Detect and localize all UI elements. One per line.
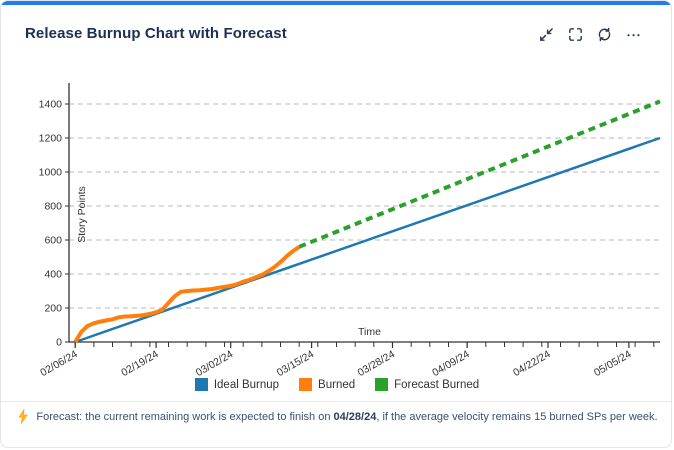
svg-text:800: 800 (44, 201, 62, 213)
more-options-icon (625, 26, 642, 46)
legend-label: Ideal Burnup (213, 378, 280, 391)
fullscreen-button[interactable] (565, 26, 585, 46)
legend-swatch-ideal-burnup (194, 378, 208, 391)
svg-text:1200: 1200 (39, 133, 63, 145)
svg-text:Story Points: Story Points (76, 186, 88, 243)
legend-swatch-burned (299, 378, 313, 391)
svg-text:02/19/24: 02/19/24 (119, 348, 161, 376)
series-ideal-burnup (74, 136, 661, 344)
footer-divider (1, 401, 671, 402)
burnup-chart[interactable]: 0 200 400 600 800 1000 1200 1400 02/06/24 02/19/2… (1, 71, 672, 379)
page-title: Release Burnup Chart with Forecast (25, 25, 287, 42)
series-burned (73, 245, 301, 344)
svg-text:03/02/24: 03/02/24 (194, 348, 236, 376)
card-toolbar (536, 26, 643, 46)
legend-item-forecast-burned[interactable]: Forecast Burned (375, 378, 479, 391)
chart-legend: Ideal Burnup Burned Forecast Burned (1, 378, 671, 391)
more-options-button[interactable] (623, 26, 643, 46)
forecast-note-text: Forecast: the current remaining work is … (36, 410, 658, 423)
forecast-finish-date: 04/28/24 (333, 410, 377, 423)
svg-text:03/15/24: 03/15/24 (275, 348, 317, 376)
svg-text:0: 0 (56, 337, 62, 349)
legend-label: Burned (318, 378, 356, 391)
legend-item-burned[interactable]: Burned (299, 378, 355, 391)
svg-text:02/06/24: 02/06/24 (38, 348, 80, 376)
fullscreen-icon (567, 26, 584, 46)
svg-text:400: 400 (44, 269, 62, 281)
card-top-accent (1, 1, 671, 5)
series-forecast-burned (298, 99, 661, 249)
svg-text:05/05/24: 05/05/24 (592, 348, 634, 376)
collapse-icon (538, 26, 555, 46)
forecast-note: Forecast: the current remaining work is … (1, 409, 671, 424)
svg-text:04/22/24: 04/22/24 (511, 348, 553, 376)
svg-text:1000: 1000 (39, 167, 63, 179)
svg-text:600: 600 (44, 235, 62, 247)
refresh-icon (596, 26, 613, 46)
legend-label: Forecast Burned (394, 378, 480, 391)
svg-text:04/09/24: 04/09/24 (430, 348, 472, 376)
collapse-button[interactable] (536, 26, 556, 46)
svg-text:200: 200 (44, 303, 62, 315)
burnup-chart-svg[interactable]: 0 200 400 600 800 1000 1200 1400 02/06/24 02/19/2… (1, 71, 672, 379)
refresh-button[interactable] (594, 26, 614, 46)
legend-item-ideal-burnup[interactable]: Ideal Burnup (194, 378, 280, 391)
svg-text:1400: 1400 (39, 99, 63, 111)
legend-swatch-forecast-burned (375, 378, 389, 391)
lightning-icon (16, 409, 29, 424)
svg-text:03/28/24: 03/28/24 (356, 348, 398, 376)
svg-text:Time: Time (358, 326, 381, 338)
